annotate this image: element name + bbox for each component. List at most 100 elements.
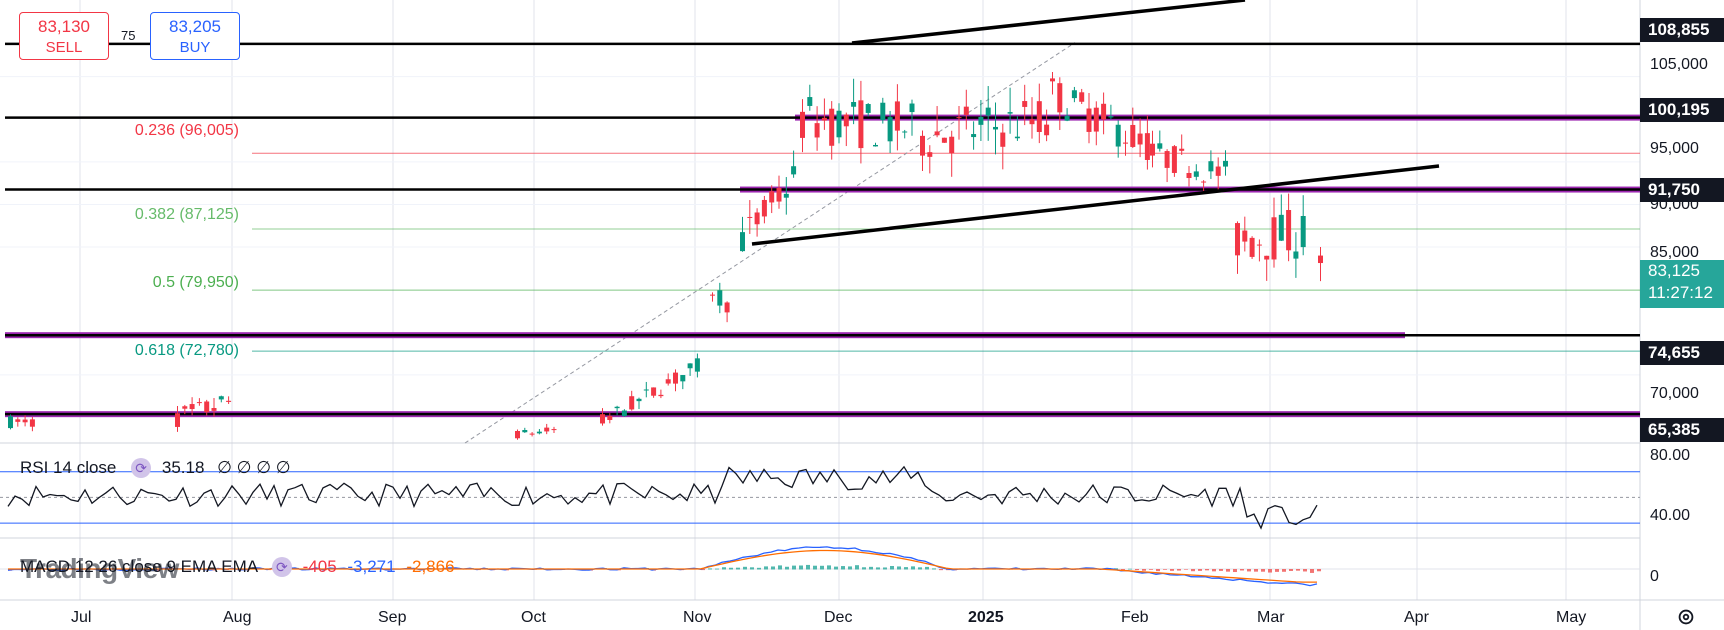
sell-price: 83,130: [38, 17, 90, 36]
current-price: 83,125: [1648, 261, 1700, 280]
candle-body: [196, 402, 202, 404]
candle-body: [1157, 143, 1163, 149]
macd-histogram-bar: [1247, 569, 1251, 572]
macd-histogram-bar: [862, 567, 866, 570]
current-price-badge: 83,125 11:27:12: [1640, 260, 1724, 308]
macd-histogram-bar: [750, 567, 754, 570]
candle-body: [971, 134, 977, 138]
time-label: Dec: [824, 609, 853, 626]
sell-button[interactable]: 83,130 SELL: [19, 12, 109, 60]
candle-body: [211, 408, 217, 411]
macd-histogram-bar: [1212, 569, 1216, 572]
buy-button[interactable]: 83,205 BUY: [150, 12, 240, 60]
candle-body: [717, 290, 723, 306]
trendlines: [751, 0, 1440, 246]
macd-histogram-bar: [1317, 569, 1321, 572]
macd-histogram-bar: [848, 566, 852, 570]
candle-body: [902, 131, 908, 133]
rsi-extras: ∅ ∅ ∅ ∅: [217, 458, 291, 477]
macd-signal-line: [8, 549, 1317, 583]
candle-body: [1242, 230, 1248, 242]
level-badge-74655: 74,655: [1640, 341, 1724, 365]
candle-body: [600, 414, 605, 424]
candle-body: [1193, 171, 1199, 177]
macd-settings-icon[interactable]: ⟳: [271, 557, 292, 577]
candle-body: [949, 136, 955, 154]
candle-body: [687, 363, 693, 369]
time-label: 2025: [968, 609, 1004, 626]
candle-body: [651, 387, 657, 396]
candle-body: [978, 116, 984, 125]
candle-body: [1137, 133, 1143, 145]
macd-histogram-bar: [1128, 568, 1132, 570]
candlestick-series: [8, 71, 1323, 440]
candle-body: [694, 358, 700, 372]
macd-histogram-bar: [778, 565, 782, 570]
macd-histogram-bar: [1191, 569, 1195, 572]
candle-body: [658, 394, 664, 397]
candle-body: [829, 108, 835, 146]
candle-body: [920, 135, 925, 156]
price-tick: 95,000: [1650, 140, 1699, 157]
macd-histogram-bar: [876, 567, 880, 570]
price-tick: 70,000: [1650, 385, 1699, 402]
macd-histogram-bar: [792, 565, 796, 570]
candle-body: [8, 416, 13, 429]
candle-body: [607, 415, 613, 420]
level-badge-108855: 108,855: [1640, 18, 1724, 42]
candle-body: [1235, 223, 1240, 256]
time-label: Feb: [1121, 609, 1149, 626]
candle-body: [189, 404, 195, 410]
level-badge-65385: 65,385: [1640, 418, 1724, 442]
candle-body: [1101, 103, 1107, 120]
macd-histogram-bar: [729, 567, 733, 570]
macd-histogram-bar: [1296, 569, 1300, 571]
macd-histogram-bar: [883, 567, 887, 570]
buy-price: 83,205: [169, 17, 221, 36]
candle-body: [851, 102, 857, 107]
candle-body: [754, 212, 760, 225]
candle-body: [529, 433, 535, 435]
candle-body: [783, 193, 789, 198]
macd-histogram-bar: [1205, 569, 1209, 571]
macd-histogram-bar: [1261, 569, 1265, 572]
candle-body: [680, 375, 686, 382]
macd-histogram-bar: [1275, 569, 1279, 572]
macd-histogram-bar: [708, 568, 712, 570]
candle-body: [740, 232, 745, 252]
candle-body: [814, 123, 820, 138]
candle-body: [1264, 255, 1270, 260]
candle-body: [821, 117, 827, 121]
macd-histogram-bar: [1156, 569, 1160, 572]
macd-histogram-bar: [834, 566, 838, 570]
time-label: Aug: [223, 609, 252, 626]
time-label: Nov: [683, 609, 712, 626]
trendline-lower: [751, 164, 1440, 246]
price-tick: 105,000: [1650, 56, 1708, 73]
macd-histogram-bar: [701, 569, 705, 571]
candle-body: [515, 430, 520, 439]
trendline-upper: [851, 0, 1246, 45]
rsi-name: RSI 14 close: [20, 458, 117, 477]
macd-histogram-bar: [939, 569, 943, 571]
price-tick: 85,000: [1650, 244, 1699, 261]
chart-settings-icon[interactable]: [1675, 606, 1697, 628]
macd-histogram-bar: [841, 566, 845, 570]
macd-legend[interactable]: MACD 12 26 close 9 EMA EMA ⟳ -405 -3,271…: [20, 557, 455, 577]
macd-histogram-bar: [757, 567, 761, 570]
candle-body: [1293, 251, 1299, 259]
rsi-pane: [0, 465, 1640, 530]
candle-body: [791, 166, 797, 175]
candle-body: [836, 110, 842, 138]
candle-body: [1300, 216, 1306, 248]
rsi-settings-icon[interactable]: ⟳: [131, 458, 152, 478]
rsi-legend[interactable]: RSI 14 close ⟳ 35.18 ∅ ∅ ∅ ∅: [20, 458, 291, 478]
candle-body: [551, 429, 557, 431]
candle-body: [15, 419, 21, 422]
candle-body: [1115, 124, 1121, 147]
candle-body: [614, 406, 620, 409]
spread-value: 75: [121, 28, 136, 43]
macd-histogram-bar: [1184, 569, 1188, 570]
candle-body: [1215, 166, 1221, 176]
